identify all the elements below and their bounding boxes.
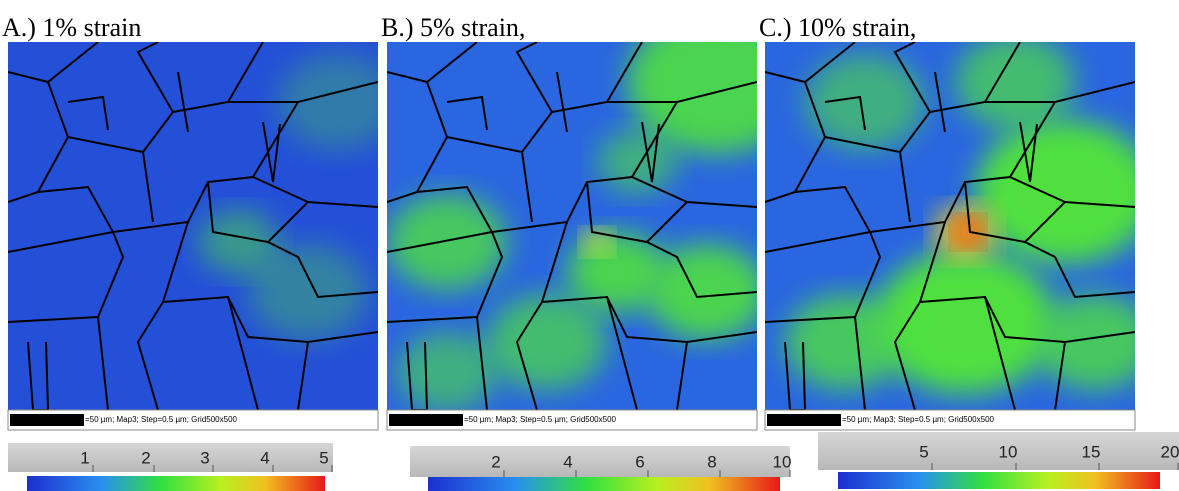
panel: C.) 10% strain, =50 µm; Map3; Step=0.5 µm… [759, 13, 1179, 489]
scale-info: =50 µm; Map3; Step=0.5 µm; Grid500x500 [85, 415, 238, 424]
scale-info: =50 µm; Map3; Step=0.5 µm; Grid500x500 [842, 415, 995, 424]
scale-info: =50 µm; Map3; Step=0.5 µm; Grid500x500 [464, 415, 617, 424]
colorbar-tick-label: 10 [773, 453, 792, 472]
strain-map [387, 42, 757, 410]
colorbar-tick-label: 5 [919, 442, 928, 461]
strain-patch [647, 244, 757, 340]
strain-patch [875, 250, 1055, 394]
strain-patch [1035, 294, 1135, 390]
colorbar-tick-label: 4 [260, 448, 269, 467]
scale-bar [767, 414, 841, 426]
strain-patch [198, 210, 278, 274]
colorbar-tick-label: 8 [707, 453, 716, 472]
panel-label: B.) 5% strain, [381, 13, 525, 42]
colorbar [838, 472, 1160, 489]
colorbar-tick-label: 4 [563, 453, 572, 472]
panel-label: A.) 1% strain [2, 13, 141, 42]
scale-bar [10, 414, 84, 426]
panel-label: C.) 10% strain, [759, 13, 916, 42]
colorbar-tick-label: 2 [491, 453, 500, 472]
strain-patch [387, 194, 507, 290]
colorbar-axis [8, 443, 333, 472]
strain-patch [397, 332, 497, 410]
panel: A.) 1% strain =50 µm; Map3; Step=0.5 µm; … [2, 13, 379, 491]
info-strip [764, 409, 1136, 431]
strain-map [8, 42, 378, 410]
colorbar-tick-label: 1 [80, 448, 89, 467]
scale-bar [389, 414, 463, 426]
colorbar-tick-label: 5 [319, 448, 328, 467]
panel: B.) 5% strain, =50 µm; Map3; Step=0.5 µm;… [381, 13, 792, 491]
strain-hot [583, 230, 611, 254]
info-strip [7, 409, 379, 431]
strain-patch [597, 130, 677, 194]
strain-patch [487, 294, 607, 390]
colorbar-axis [818, 432, 1179, 470]
strain-hot [954, 218, 982, 246]
strain-patch [955, 42, 1075, 130]
colorbar [428, 477, 780, 491]
strain-patch [278, 54, 378, 150]
strain-map [765, 42, 1135, 410]
colorbar-tick-label: 2 [141, 448, 150, 467]
colorbar-tick-label: 10 [999, 442, 1018, 461]
colorbar-tick-label: 15 [1082, 442, 1101, 461]
colorbar [27, 476, 325, 491]
colorbar-tick-label: 20 [1161, 442, 1179, 461]
strain-patch [785, 294, 905, 390]
strain-patch [805, 54, 925, 150]
colorbar-axis [410, 446, 790, 477]
colorbar-tick-label: 3 [200, 448, 209, 467]
strain-patch [975, 120, 1135, 264]
strain-patch [248, 244, 368, 340]
info-strip [386, 409, 758, 431]
colorbar-tick-label: 6 [635, 453, 644, 472]
